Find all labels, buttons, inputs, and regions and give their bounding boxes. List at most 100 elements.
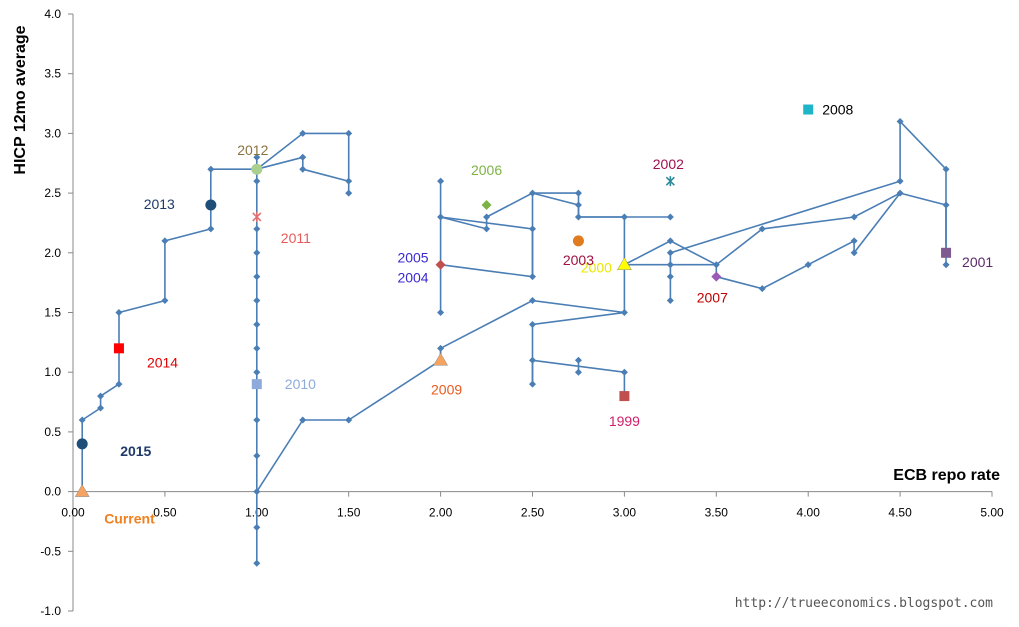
data-point (253, 559, 261, 567)
data-point (942, 165, 950, 173)
axes: -1.0 -0.5 0.0 0.5 1.0 1.5 2.0 2.5 3.0 3.5 4.0 0.00 0… (40, 7, 1004, 618)
data-point (161, 297, 169, 305)
data-point (253, 249, 261, 257)
series-lines (81, 119, 947, 564)
data-point (529, 356, 536, 364)
year-marker-2010 (251, 379, 262, 390)
series-points (78, 117, 950, 567)
data-point (942, 201, 950, 209)
data-point (253, 416, 261, 424)
y-tick-label: 2.0 (44, 246, 61, 260)
data-point (574, 356, 582, 364)
year-label-2010: 2010 (285, 376, 316, 392)
data-point (437, 177, 445, 185)
data-point (896, 177, 904, 185)
data-point (345, 416, 353, 424)
data-point (666, 249, 674, 257)
x-tick-label: 4.50 (888, 506, 912, 520)
year-label-1999: 1999 (609, 413, 640, 429)
data-point (253, 273, 261, 281)
x-tick-label: 2.00 (429, 506, 453, 520)
data-point (345, 189, 353, 197)
y-tick-label: 0.5 (44, 425, 61, 439)
data-point (345, 129, 353, 137)
y-axis-title: HICP 12mo average (12, 25, 29, 174)
year-label-2004: 2004 (397, 270, 428, 286)
data-point (299, 165, 307, 173)
x-tick-label: 0.50 (153, 506, 177, 520)
year-label-2014: 2014 (147, 354, 178, 370)
y-tick-label: -1.0 (40, 604, 61, 618)
data-point (942, 261, 950, 269)
data-point (620, 368, 628, 376)
series-line (531, 192, 947, 385)
year-markers: 1999 2000 2001 2002 2003 2004 2005 2006 2007 2008… (74, 102, 993, 527)
year-label-2007: 2007 (697, 290, 728, 306)
year-marker-1999 (619, 391, 630, 402)
data-point (712, 261, 720, 269)
data-point (574, 368, 582, 376)
year-marker-2001 (941, 247, 952, 258)
data-point (207, 225, 215, 233)
data-point (758, 225, 766, 233)
year-label-2008: 2008 (822, 102, 853, 118)
year-marker-2012 (251, 163, 263, 175)
y-tick-label: 0.0 (44, 485, 61, 499)
data-point (529, 225, 536, 233)
x-tick-label: 5.00 (980, 506, 1004, 520)
year-marker-2000 (616, 257, 632, 270)
source-credit: http://trueeconomics.blogspot.com (734, 596, 993, 611)
data-point (115, 380, 123, 388)
y-tick-label: 1.0 (44, 365, 61, 379)
data-point (437, 344, 445, 352)
x-axis-title: ECB repo rate (893, 467, 1000, 484)
x-tick-label: 1.50 (337, 506, 361, 520)
data-point (574, 213, 582, 221)
year-label-2012: 2012 (237, 142, 268, 158)
year-label-2011: 2011 (281, 230, 311, 246)
x-tick-label: 3.50 (705, 506, 729, 520)
data-point (97, 392, 105, 400)
data-point (483, 213, 491, 221)
data-point (529, 297, 536, 305)
year-label-2001: 2001 (962, 254, 993, 270)
data-point (574, 189, 582, 197)
data-point (253, 488, 261, 496)
x-tick-label: 0.00 (61, 506, 85, 520)
series-line (440, 192, 671, 278)
data-point (437, 309, 445, 316)
series-line (669, 119, 947, 301)
data-point (483, 225, 491, 233)
data-point (253, 177, 261, 185)
year-label-2002: 2002 (653, 156, 684, 172)
x-tick-label: 2.50 (521, 506, 545, 520)
data-point (850, 249, 858, 257)
data-point (529, 273, 536, 281)
y-tick-label: -0.5 (40, 544, 61, 558)
year-marker-2002 (665, 176, 675, 187)
series-line (256, 132, 350, 182)
y-tick-label: 3.0 (44, 126, 61, 140)
data-point (253, 344, 261, 352)
data-point (115, 309, 123, 316)
year-label-2005: 2005 (397, 250, 428, 266)
data-point (529, 380, 536, 388)
x-tick-label: 4.00 (797, 506, 821, 520)
data-point (253, 153, 261, 161)
year-marker-2008 (803, 104, 814, 115)
data-point (161, 237, 169, 245)
series-line (624, 192, 901, 266)
year-marker-2007 (711, 271, 722, 282)
data-point (850, 237, 858, 245)
year-marker-2013 (205, 199, 217, 211)
year-marker-2003 (572, 235, 584, 247)
year-label-2003: 2003 (563, 252, 594, 268)
y-tick-label: 2.5 (44, 186, 61, 200)
data-point (299, 153, 307, 161)
data-point (666, 237, 674, 245)
data-point (207, 165, 215, 173)
year-marker-2006 (481, 200, 492, 211)
data-point (896, 189, 904, 197)
year-marker-2009 (433, 352, 449, 366)
